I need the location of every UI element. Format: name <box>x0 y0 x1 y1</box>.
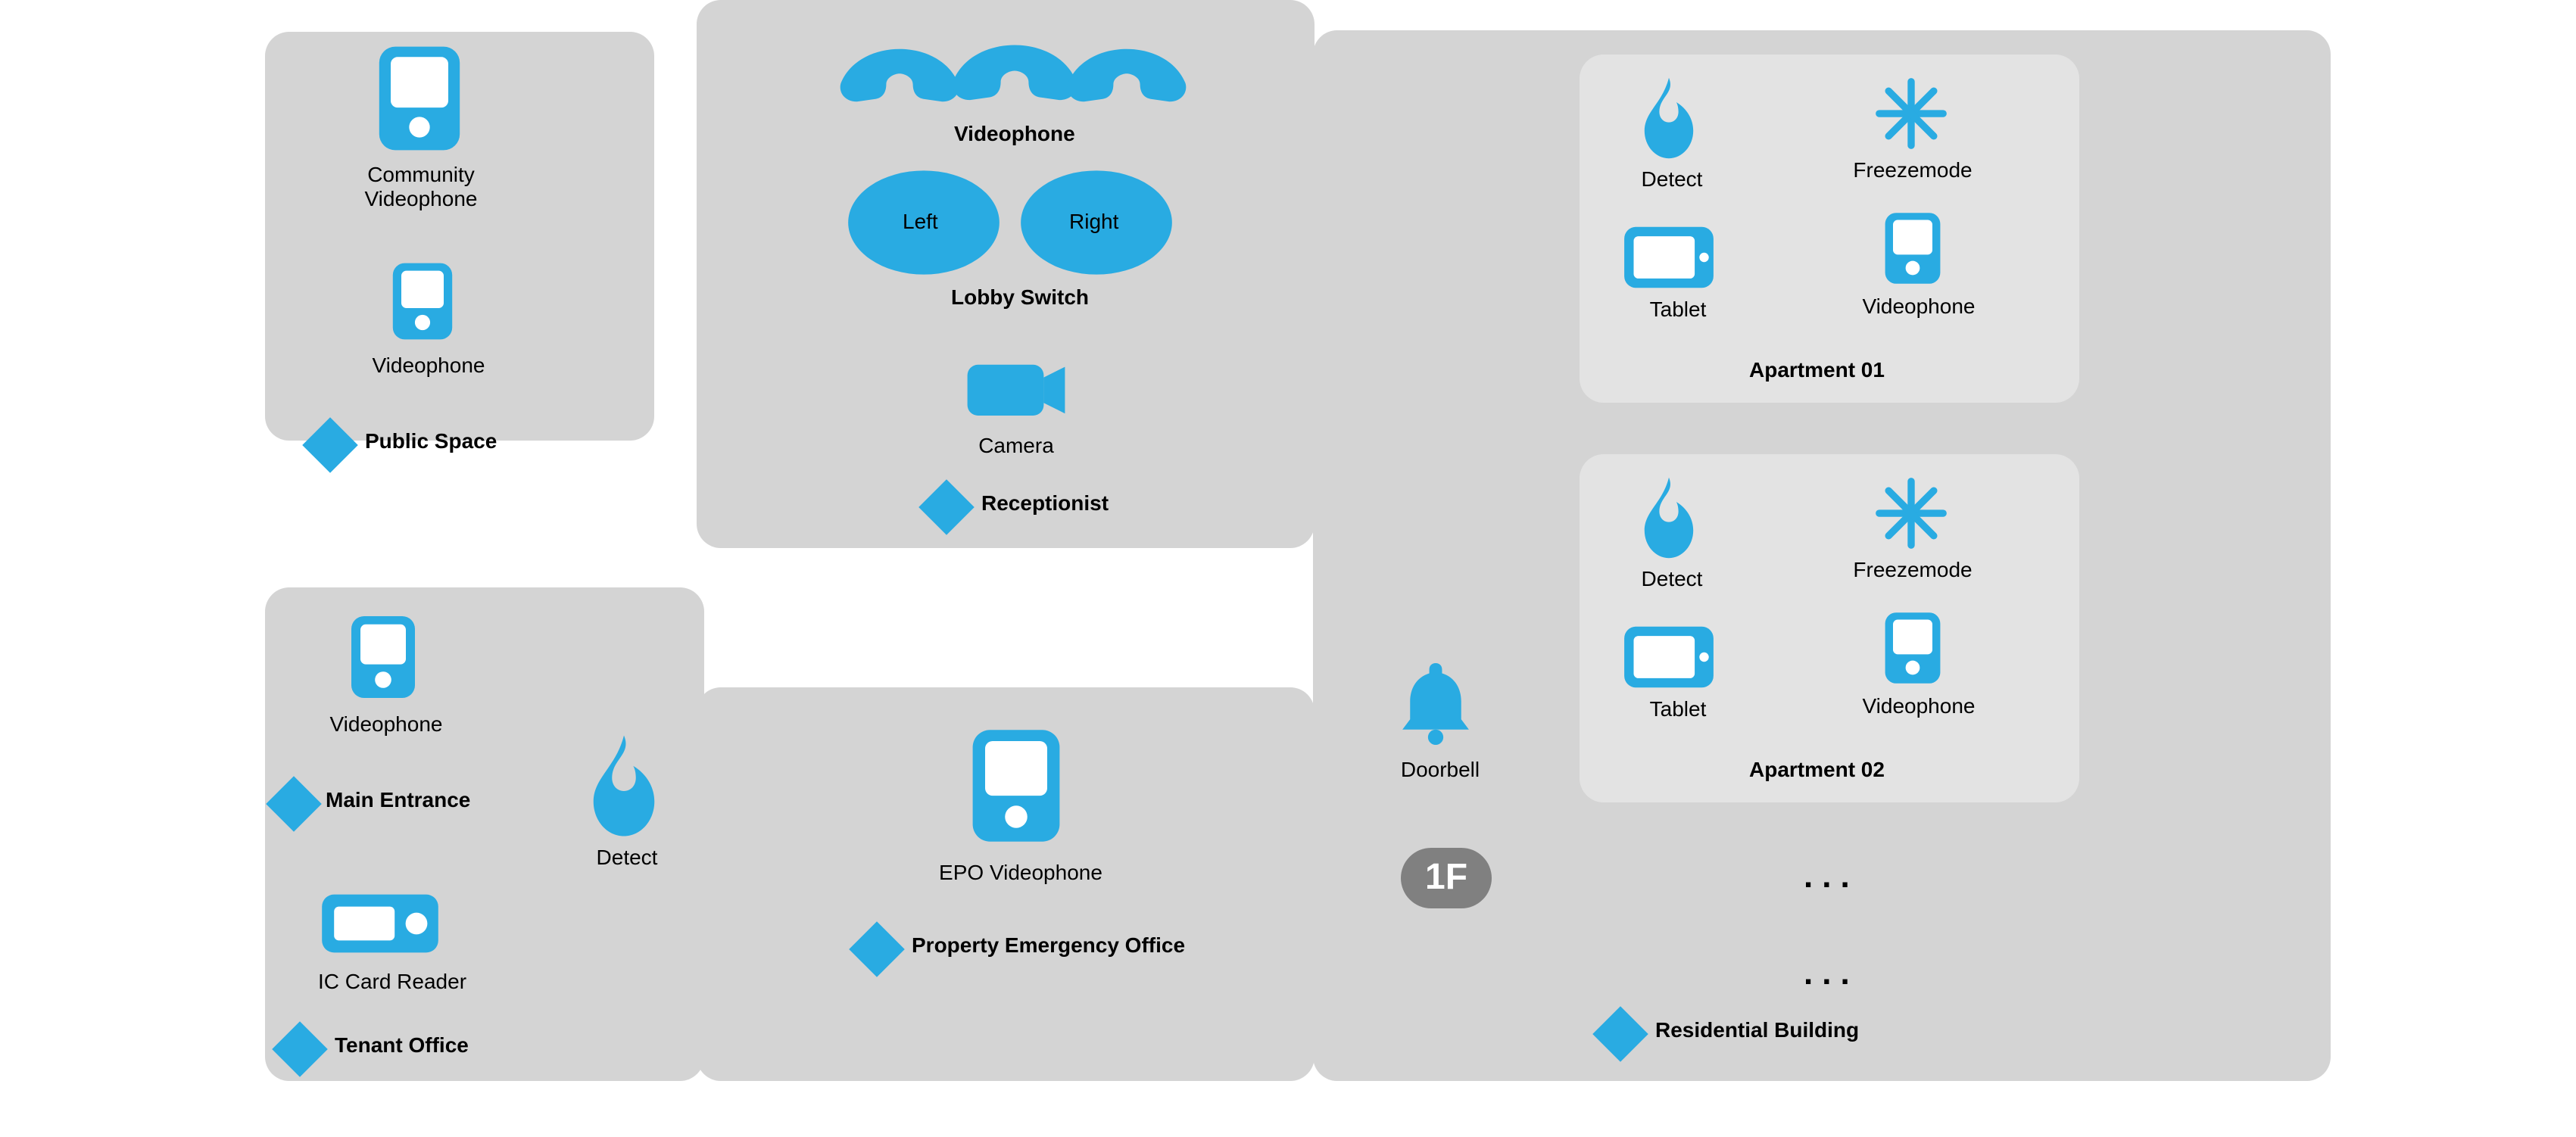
node-label: Videophone <box>1843 693 1994 718</box>
videophone-icon <box>380 259 465 344</box>
tablet-icon <box>1622 624 1716 690</box>
bell-icon <box>1395 657 1477 751</box>
diagram-canvas: Public Space CommunityVideophone Videoph… <box>0 0 2576 1137</box>
node-label: Doorbell <box>1380 757 1501 781</box>
videophone-icon <box>338 612 429 702</box>
node-label: Freezemode <box>1837 557 1988 581</box>
fire-icon <box>580 733 668 839</box>
node-label: Videophone <box>353 353 504 377</box>
node-label: Tablet <box>1625 297 1731 321</box>
floor-badge: 1F <box>1401 848 1492 908</box>
node-label: CommunityVideophone <box>323 162 519 210</box>
panel-marker-icon <box>918 479 975 535</box>
node-label: Videophone <box>310 712 462 736</box>
apartment-01: Detect Freezemode <box>1580 55 2079 403</box>
node-label: Detect <box>574 845 680 869</box>
videophone-icon <box>1873 609 1952 687</box>
panel-label: Public Space <box>365 428 497 453</box>
node-label: Videophone <box>1843 294 1994 318</box>
panel-marker-icon <box>272 1021 328 1077</box>
panel-emergency-office: EPO Videophone Property Emergency Office <box>697 687 1315 1081</box>
videophone-icon <box>1873 209 1952 288</box>
more-floors-dots: ... <box>1804 954 1859 993</box>
snowflake-icon <box>1873 475 1949 551</box>
panel-label: Residential Building <box>1655 1017 1859 1042</box>
videophone-icon <box>362 41 477 156</box>
panel-marker-icon <box>266 776 322 832</box>
snowflake-icon <box>1873 76 1949 151</box>
more-apartments-dots: ... <box>1804 857 1859 896</box>
left-label: Left <box>903 209 938 233</box>
camera-icon <box>963 351 1069 427</box>
node-label: EPO Videophone <box>915 860 1127 884</box>
panel-main-entrance: Main Entrance Videophone IC Card Reader … <box>265 587 704 1081</box>
panel-residential: Doorbell 1F Detect <box>1313 30 2331 1081</box>
apartment-label: Apartment 02 <box>1749 757 1885 781</box>
public-videophone: Videophone <box>341 259 522 425</box>
apartment-label: Apartment 01 <box>1749 357 1885 382</box>
videophone-icon <box>954 724 1078 848</box>
node-label: Freezemode <box>1837 157 1988 182</box>
panel-marker-icon <box>1592 1006 1648 1062</box>
node-label: IC Card Reader <box>301 969 483 993</box>
panel-receptionist: Videophone Left Right Lobby Switch Camer… <box>697 0 1315 548</box>
tenant-office-label: Tenant Office <box>335 1033 469 1057</box>
panel-marker-icon <box>849 921 905 977</box>
fire-icon <box>1634 475 1704 560</box>
right-label: Right <box>1069 209 1118 233</box>
lobby-switch-label: Lobby Switch <box>951 285 1089 309</box>
panel-label: Property Emergency Office <box>912 933 1185 957</box>
node-label: Camera <box>963 433 1069 457</box>
node-label: Detect <box>1619 167 1725 191</box>
handset-icon <box>1060 27 1193 112</box>
panel-label: Main Entrance <box>326 787 470 811</box>
panel-public-space: Public Space CommunityVideophone Videoph… <box>265 32 654 441</box>
node-label: Tablet <box>1625 696 1731 721</box>
fire-icon <box>1634 76 1704 160</box>
tablet-icon <box>1622 224 1716 291</box>
receptionist-videophone-label: Videophone <box>954 121 1075 145</box>
apartment-02: Detect Freezemode <box>1580 454 2079 802</box>
node-label: Detect <box>1619 566 1725 590</box>
card-reader-icon <box>320 887 441 960</box>
panel-label: Receptionist <box>981 491 1109 515</box>
panel-marker-icon <box>302 417 358 473</box>
community-videophone: CommunityVideophone <box>332 41 513 238</box>
